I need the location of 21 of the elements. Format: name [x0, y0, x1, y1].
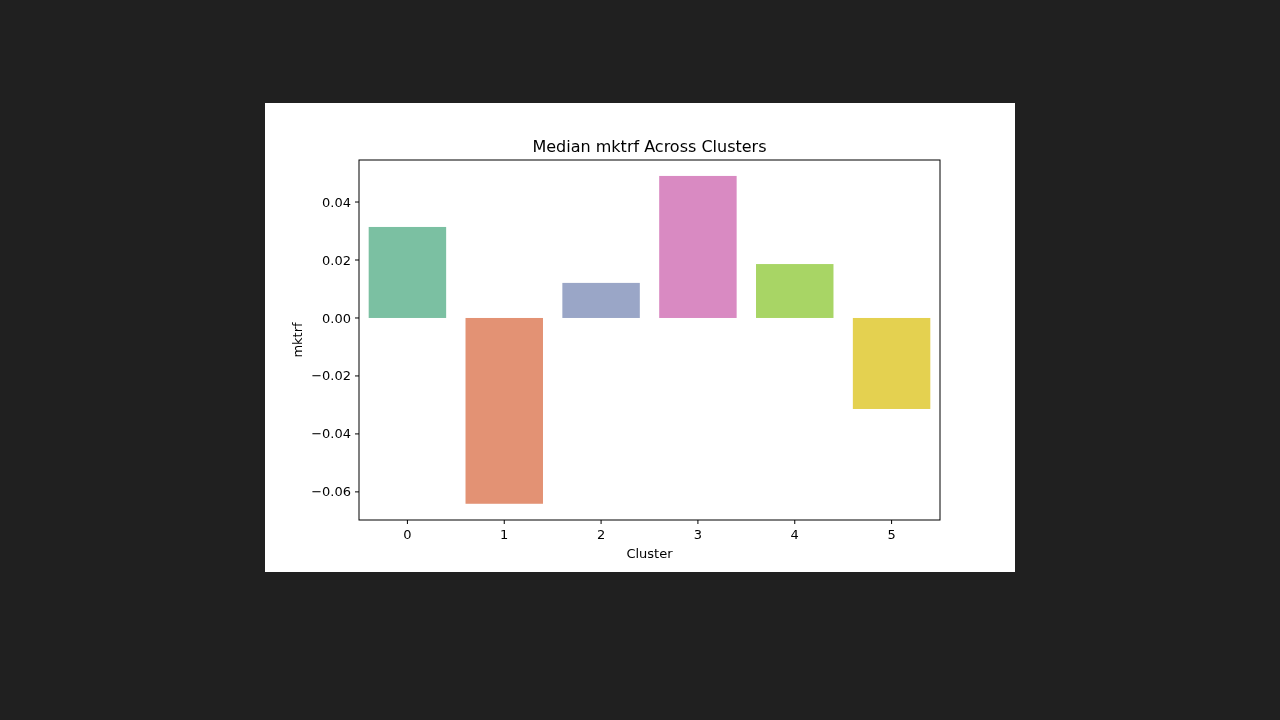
- x-tick-label: 5: [887, 527, 896, 542]
- y-tick-label: −0.06: [311, 484, 351, 500]
- y-tick-label: −0.02: [311, 368, 351, 384]
- x-tick-label: 4: [790, 527, 799, 542]
- x-tick-label: 2: [596, 527, 606, 542]
- bar: [659, 175, 737, 318]
- y-tick-label: 0.00: [322, 310, 351, 326]
- x-axis-title: Cluster: [626, 546, 674, 561]
- y-tick-label: 0.02: [322, 252, 351, 268]
- chart-title: Median mktrf Across Clusters: [532, 137, 767, 156]
- x-tick-label: 1: [500, 527, 509, 542]
- y-tick-label: 0.04: [322, 194, 351, 210]
- x-tick-label: 3: [693, 527, 703, 542]
- bar: [562, 282, 640, 318]
- bar: [368, 226, 447, 318]
- y-tick-label: −0.04: [311, 426, 351, 442]
- bar: [756, 264, 834, 318]
- bar: [465, 317, 543, 504]
- bar: [852, 317, 931, 409]
- y-axis-title: mktrf: [290, 321, 305, 358]
- x-tick-label: 0: [403, 527, 412, 542]
